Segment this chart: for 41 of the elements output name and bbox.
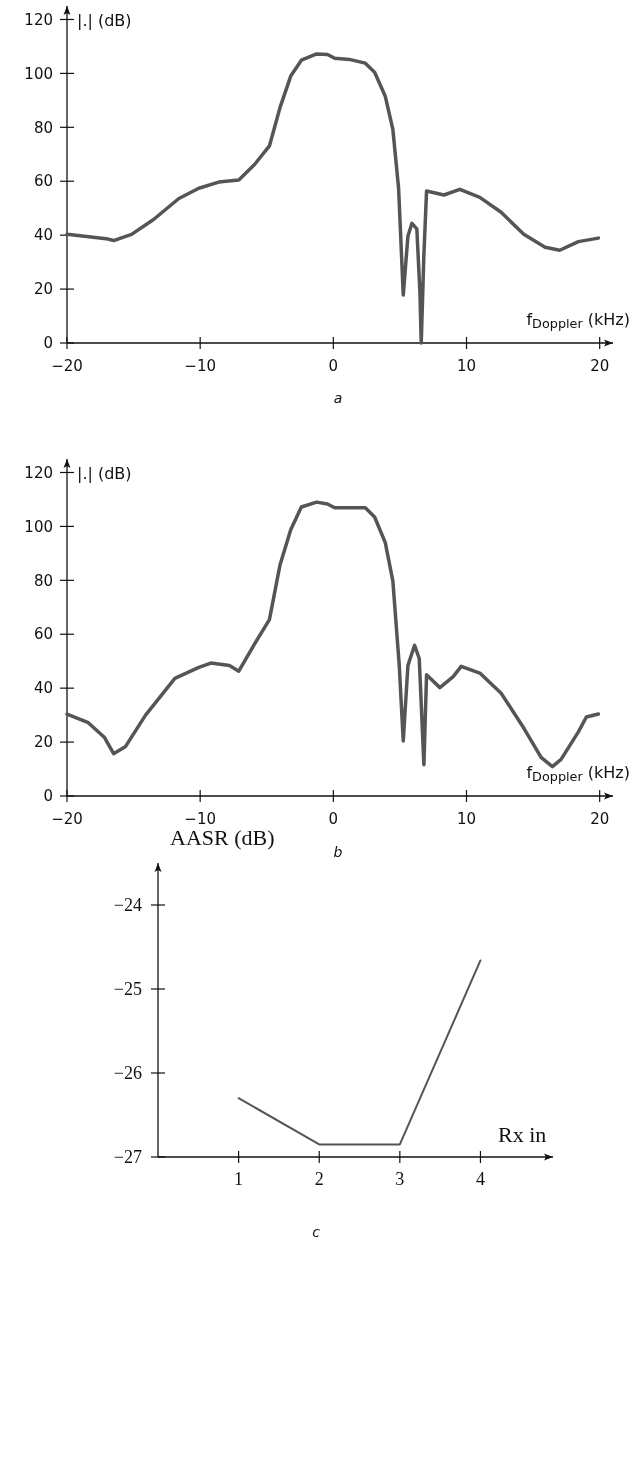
x-axis-title: f$_{Doppler}$(kHz): [526, 763, 630, 785]
x-tick-label: 1: [234, 1169, 244, 1189]
y-tick-label: 80: [33, 118, 53, 137]
x-tick-label: 10: [456, 810, 477, 828]
x-tick-label: 3: [395, 1169, 405, 1189]
y-axis-title: |.| (dB): [77, 464, 132, 483]
y-axis-title: |.| (dB): [77, 11, 132, 30]
y-tick-label: 80: [33, 571, 53, 590]
x-tick-label: 0: [328, 357, 339, 375]
y-tick-label: 0: [43, 334, 53, 353]
y-tick-label: −26: [113, 1063, 142, 1084]
text: b: [333, 844, 343, 860]
x-tick-label: 20: [590, 357, 610, 375]
y-tick-label: −25: [113, 979, 142, 1000]
y-tick-label: 100: [24, 517, 53, 536]
y-tick-label: 0: [43, 787, 53, 806]
x-tick-label: 10: [456, 357, 477, 375]
text: c: [312, 1224, 321, 1240]
x-tick-label: −20: [51, 357, 83, 375]
x-tick-label: −20: [51, 810, 83, 828]
x-tick-label: 0: [328, 810, 339, 828]
y-tick-label: 100: [24, 64, 53, 83]
x-tick-label: 20: [590, 810, 610, 828]
y-tick-label: 20: [33, 733, 53, 752]
x-tick-label: −10: [184, 357, 216, 375]
y-axis-title: AASR (dB): [170, 825, 275, 850]
x-axis-title: f$_{Doppler}$(kHz): [526, 310, 630, 332]
y-tick-label: 60: [33, 172, 53, 191]
y-tick-label: 40: [33, 679, 53, 698]
y-tick-label: 20: [33, 280, 53, 299]
x-axis-title: Rx in: [498, 1122, 547, 1147]
x-tick-label: 4: [475, 1169, 485, 1189]
y-tick-label: 60: [33, 625, 53, 644]
y-tick-label: 120: [24, 463, 53, 482]
text: a: [333, 390, 343, 406]
y-tick-label: 120: [24, 10, 53, 29]
x-tick-label: 2: [314, 1169, 324, 1189]
y-tick-label: 40: [33, 226, 53, 245]
y-tick-label: −27: [113, 1147, 142, 1168]
x-tick-label: −10: [184, 810, 216, 828]
y-tick-label: −24: [113, 895, 142, 916]
